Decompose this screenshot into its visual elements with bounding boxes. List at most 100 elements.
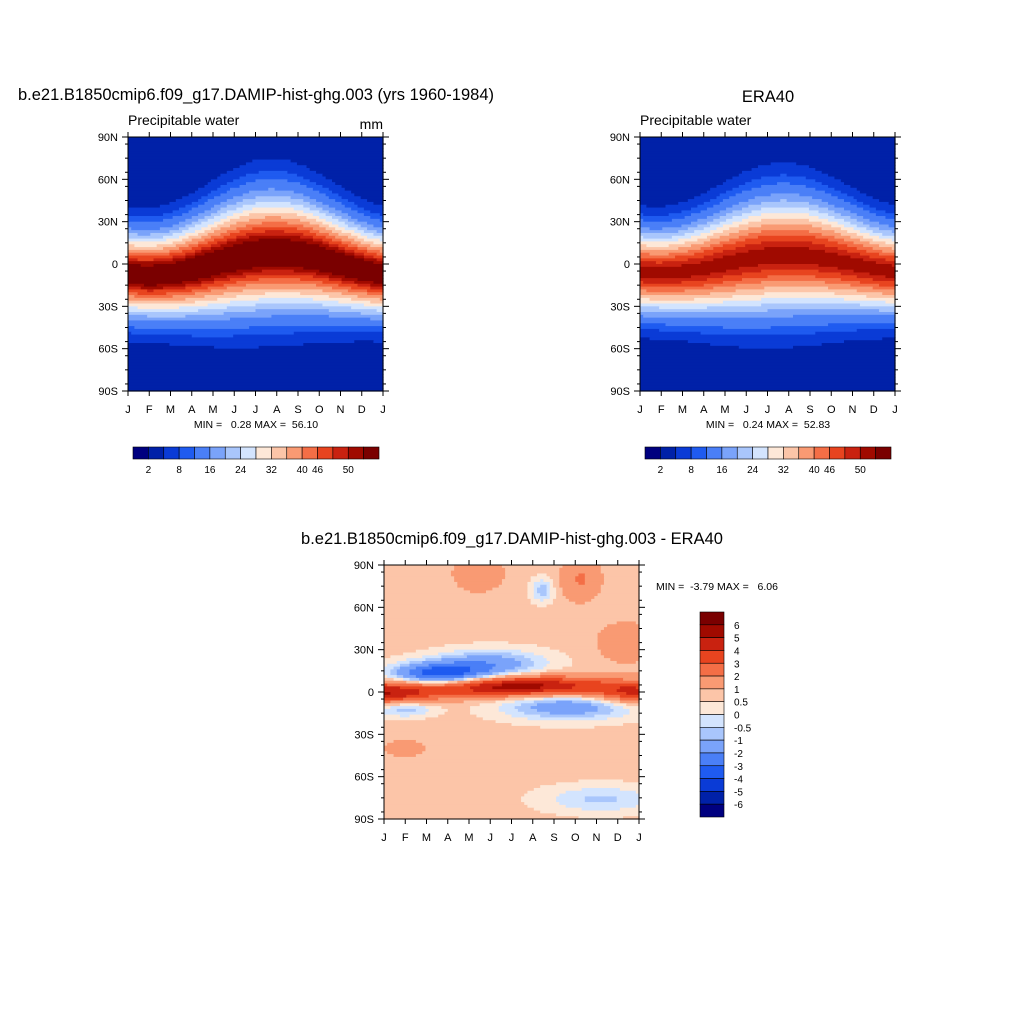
colorbar-box bbox=[644, 446, 661, 460]
heatmap-cell bbox=[419, 692, 532, 696]
heatmap-cell bbox=[818, 264, 893, 268]
heatmap-cell bbox=[856, 224, 871, 228]
heatmap-cell bbox=[600, 567, 640, 572]
heatmap-cell bbox=[384, 787, 535, 792]
heatmap-cell bbox=[514, 666, 529, 671]
colorbar-label: -3 bbox=[734, 762, 743, 773]
heatmap-cell bbox=[732, 176, 762, 180]
heatmap-cell bbox=[341, 238, 355, 243]
heatmap-cell bbox=[623, 677, 640, 682]
heatmap-cell bbox=[549, 590, 557, 594]
heatmap-cell bbox=[761, 213, 810, 217]
heatmap-cell bbox=[703, 255, 724, 259]
heatmap-cell bbox=[603, 692, 627, 696]
heatmap-cell bbox=[357, 235, 368, 240]
colorbar-label: 50 bbox=[343, 465, 355, 476]
heatmap-cell bbox=[367, 249, 381, 254]
heatmap-cell bbox=[309, 196, 330, 200]
heatmap-cell bbox=[619, 686, 637, 690]
heatmap-cell bbox=[584, 711, 611, 716]
heatmap-cell bbox=[495, 720, 640, 724]
heatmap-cell bbox=[128, 286, 142, 290]
heatmap-cell bbox=[384, 706, 391, 710]
heatmap-cell bbox=[261, 221, 288, 226]
heatmap-cell bbox=[748, 204, 820, 209]
heatmap-cell bbox=[834, 204, 858, 209]
x-tick-label: M bbox=[166, 404, 175, 416]
heatmap-cell bbox=[751, 187, 816, 192]
heatmap-cell bbox=[226, 204, 244, 209]
heatmap-cell bbox=[514, 700, 535, 704]
heatmap-cell bbox=[742, 278, 842, 282]
heatmap-cell bbox=[379, 213, 384, 217]
heatmap-cell bbox=[384, 627, 605, 631]
heatmap-cell bbox=[850, 221, 864, 226]
heatmap-cell bbox=[363, 258, 378, 262]
heatmap-cell bbox=[537, 587, 548, 591]
x-tick-label: M bbox=[464, 832, 473, 844]
heatmap-cell bbox=[360, 224, 375, 228]
heatmap-cell bbox=[303, 210, 320, 214]
heatmap-cell bbox=[316, 170, 384, 175]
heatmap-cell bbox=[543, 579, 554, 583]
heatmap-cell bbox=[640, 216, 686, 220]
heatmap-cell bbox=[128, 224, 174, 228]
heatmap-cell bbox=[226, 210, 244, 214]
heatmap-cell bbox=[312, 275, 330, 279]
heatmap-cell bbox=[226, 190, 250, 195]
y-tick-label: 90S bbox=[98, 386, 118, 398]
heatmap-cell bbox=[428, 708, 449, 713]
heatmap-cell bbox=[856, 275, 887, 279]
heatmap-cell bbox=[597, 646, 640, 651]
heatmap-cell bbox=[245, 162, 298, 166]
heatmap-cell bbox=[344, 204, 359, 209]
heatmap-cell bbox=[706, 190, 727, 195]
heatmap-cell bbox=[640, 280, 644, 285]
heatmap-cell bbox=[671, 235, 692, 240]
heatmap-cell bbox=[384, 604, 538, 608]
heatmap-cell bbox=[447, 708, 471, 713]
heatmap-cell bbox=[501, 655, 525, 659]
heatmap-cell bbox=[419, 677, 455, 682]
heatmap-cell bbox=[223, 283, 247, 288]
heatmap-cell bbox=[486, 660, 522, 665]
heatmap-cell bbox=[665, 204, 698, 209]
heatmap-cell bbox=[610, 658, 640, 662]
heatmap-cell bbox=[409, 677, 420, 682]
heatmap-cell bbox=[643, 213, 670, 217]
heatmap-cell bbox=[185, 241, 199, 245]
heatmap-cell bbox=[891, 247, 896, 251]
heatmap-cell bbox=[521, 672, 541, 676]
heatmap-cell bbox=[363, 238, 381, 243]
heatmap-cell bbox=[134, 295, 174, 299]
heatmap-cell bbox=[543, 598, 554, 603]
heatmap-cell bbox=[655, 261, 663, 265]
heatmap-cell bbox=[751, 168, 816, 172]
heatmap-cell bbox=[600, 629, 640, 634]
heatmap-cell bbox=[220, 227, 237, 231]
heatmap-cell bbox=[230, 187, 269, 192]
heatmap-cell bbox=[578, 581, 586, 586]
contour-plot bbox=[640, 137, 896, 392]
heatmap-cell bbox=[640, 196, 695, 200]
heatmap-cell bbox=[640, 148, 896, 152]
heatmap-cell bbox=[454, 579, 503, 583]
heatmap-cell bbox=[384, 689, 420, 693]
x-tick-label: J bbox=[892, 404, 898, 416]
colorbar-box bbox=[699, 778, 725, 792]
panel-model: b.e21.B1850cmip6.f09_g17.DAMIP-hist-ghg.… bbox=[18, 86, 494, 476]
heatmap-cell bbox=[322, 238, 333, 243]
heatmap-cell bbox=[681, 264, 759, 268]
colorbar-box bbox=[317, 446, 334, 460]
heatmap-cell bbox=[351, 207, 365, 211]
heatmap-cell bbox=[128, 207, 180, 211]
heatmap-cell bbox=[185, 218, 199, 223]
heatmap-cell bbox=[384, 587, 465, 591]
heatmap-cell bbox=[194, 300, 231, 305]
heatmap-cell bbox=[293, 190, 320, 195]
heatmap-cell bbox=[214, 345, 260, 350]
heatmap-cell bbox=[354, 201, 375, 206]
heatmap-cell bbox=[128, 345, 215, 350]
colorbar-label: 40 bbox=[297, 465, 309, 476]
heatmap-cell bbox=[370, 216, 384, 220]
